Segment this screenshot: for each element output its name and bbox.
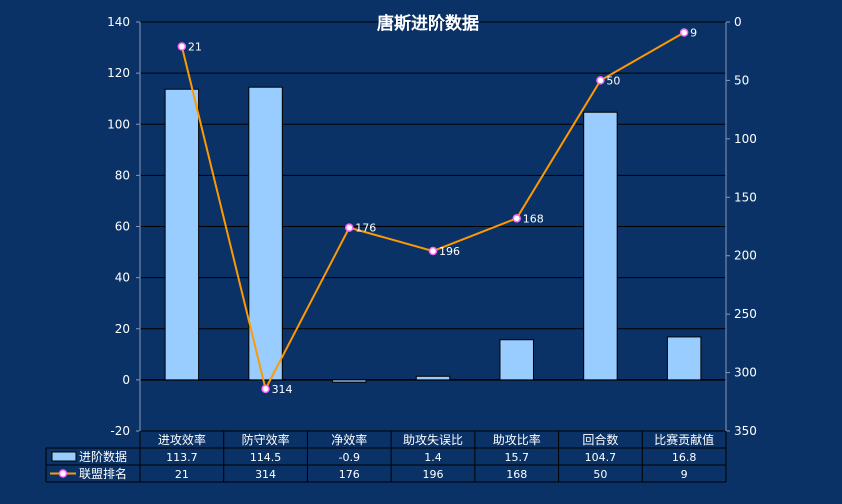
- bar: [415, 375, 451, 381]
- y-right-tick-label: 350: [734, 424, 757, 438]
- table-cell: 1.4: [424, 451, 442, 464]
- chart-title: 唐斯进阶数据: [377, 13, 479, 34]
- table-cell: 104.7: [585, 451, 617, 464]
- y-right-tick-label: 200: [734, 249, 757, 263]
- data-label: 9: [690, 27, 697, 40]
- y-right-tick-label: 300: [734, 366, 757, 380]
- table-cell: 168: [506, 468, 527, 481]
- x-tick-label: 助攻比率: [493, 432, 541, 447]
- y-left-tick-label: 100: [107, 117, 130, 131]
- legend-key-marker: [58, 469, 68, 478]
- line-layer: 21 314 176 196 168 50 9: [177, 27, 697, 396]
- data-label: 196: [439, 245, 460, 258]
- line-point: [512, 214, 521, 223]
- data-label: 168: [523, 212, 544, 225]
- x-tick-label: 净效率: [331, 432, 367, 447]
- table-cell: 16.8: [672, 451, 697, 464]
- table-cell: 314: [255, 468, 276, 481]
- legend-entry: 联盟排名: [79, 466, 127, 481]
- line-point: [261, 384, 270, 394]
- table-cell: 196: [423, 468, 444, 481]
- x-tick-label: 回合数: [582, 432, 618, 447]
- table-cell: 15.7: [504, 451, 529, 464]
- line-point: [345, 223, 354, 232]
- line-point: [428, 246, 438, 256]
- bar: [583, 111, 618, 381]
- y-right-tick-label: 50: [734, 73, 749, 87]
- data-label: 176: [355, 222, 376, 235]
- data-label: 50: [606, 74, 620, 87]
- table-cell: 113.7: [166, 451, 198, 464]
- bar: [332, 379, 367, 383]
- data-label: 314: [272, 383, 293, 396]
- x-tick-label: 比赛贡献值: [654, 432, 714, 447]
- table-cell: 9: [681, 468, 688, 481]
- y-left-tick-label: 140: [107, 15, 130, 29]
- x-tick-label: 防守效率: [242, 432, 290, 447]
- legend-key-bar: [51, 451, 77, 462]
- bar: [164, 88, 200, 381]
- x-tick-label: 助攻失误比: [403, 432, 463, 447]
- data-label: 21: [188, 41, 202, 54]
- y-left-tick-label: 20: [115, 322, 130, 336]
- y-left-tick-label: 0: [122, 373, 130, 387]
- bar: [499, 339, 534, 381]
- bar: [248, 86, 283, 381]
- x-tick-label: 进攻效率: [158, 432, 206, 447]
- y-left-tick-label: 40: [115, 271, 130, 285]
- table-cell: -0.9: [339, 451, 360, 464]
- table-cell: 114.5: [250, 451, 282, 464]
- y-right-tick-label: 250: [734, 307, 757, 321]
- table-cell: 176: [339, 468, 360, 481]
- table-cell: 21: [175, 468, 189, 481]
- line-point: [177, 42, 187, 51]
- line-point: [679, 28, 689, 37]
- axes-layer: 140120100806040200-200501001502002503003…: [107, 15, 757, 438]
- y-left-tick-label: -20: [110, 424, 130, 438]
- grid-layer: [140, 21, 726, 432]
- y-right-tick-label: 100: [734, 132, 757, 146]
- y-left-tick-label: 60: [115, 220, 130, 234]
- y-right-tick-label: 0: [734, 15, 742, 29]
- y-left-tick-label: 80: [115, 168, 130, 182]
- y-right-tick-label: 150: [734, 190, 757, 204]
- y-left-tick-label: 120: [107, 66, 130, 80]
- line-point: [596, 76, 605, 85]
- legend-entry: 进阶数据: [79, 449, 127, 464]
- bars-layer: [164, 86, 702, 383]
- table-cell: 50: [593, 468, 607, 481]
- bar: [666, 336, 702, 381]
